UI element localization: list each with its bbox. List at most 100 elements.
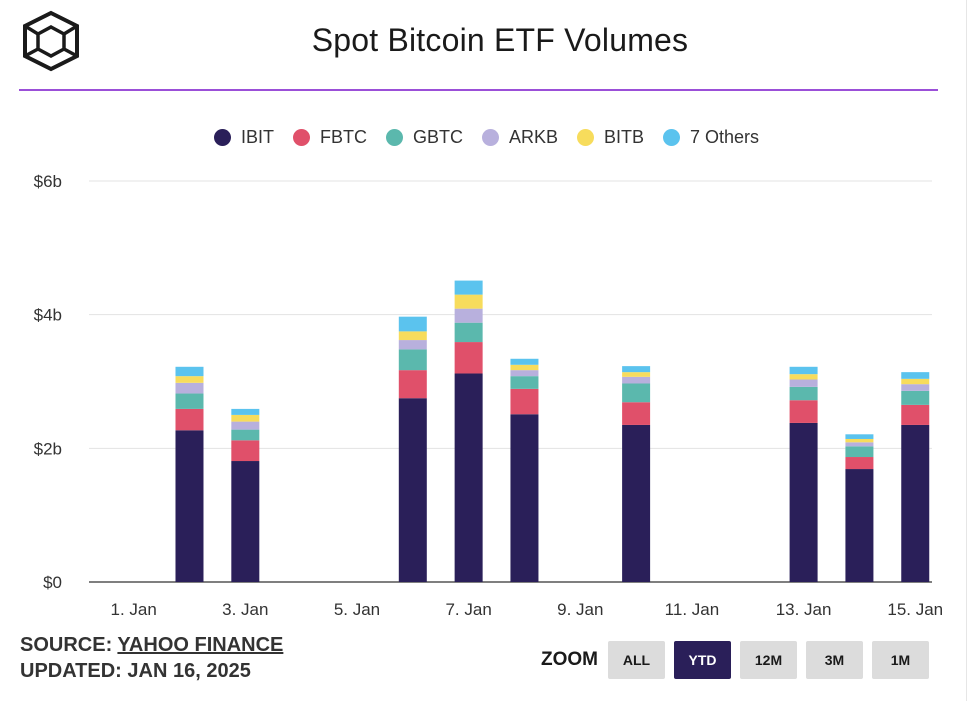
bar-segment-gbtc[interactable]: 15. Jan GBTC: $0.21b bbox=[901, 390, 930, 405]
zoom-1m-button[interactable]: 1M bbox=[872, 641, 929, 679]
bar-segment-arkb[interactable]: 14. Jan ARKB: $0.06b bbox=[845, 442, 874, 447]
bar-segment-gbtc[interactable]: 6. Jan GBTC: $0.31b bbox=[398, 349, 427, 371]
legend-label: 7 Others bbox=[690, 127, 760, 147]
zoom-label: ZOOM bbox=[541, 649, 598, 670]
bar-segment-7-others[interactable]: 8. Jan 7 Others: $0.09b bbox=[510, 358, 539, 365]
legend-item-others[interactable]: 7 Others bbox=[663, 127, 759, 148]
bar-segment-arkb[interactable]: 7. Jan ARKB: $0.21b bbox=[454, 308, 483, 323]
bar-segment-arkb[interactable]: 8. Jan ARKB: $0.09b bbox=[510, 370, 539, 377]
legend-dot-icon bbox=[213, 129, 231, 146]
zoom-all-button[interactable]: ALL bbox=[608, 641, 665, 679]
x-tick-label: 1. Jan bbox=[111, 600, 157, 619]
brand-logo-icon bbox=[23, 10, 79, 72]
bar-segment-gbtc[interactable]: 13. Jan GBTC: $0.2b bbox=[789, 386, 818, 401]
bar-segment-gbtc[interactable]: 3. Jan GBTC: $0.16b bbox=[231, 429, 260, 441]
chart-legend: IBIT FBTC GBTC ARKB BITB 7 Others bbox=[0, 127, 972, 148]
bar-segment-gbtc[interactable]: 14. Jan GBTC: $0.16b bbox=[845, 446, 874, 458]
bar-segment-bitb[interactable]: 13. Jan BITB: $0.08b bbox=[789, 374, 818, 380]
legend-label: ARKB bbox=[508, 127, 558, 147]
bar-segment-7-others[interactable]: 2. Jan 7 Others: $0.14b bbox=[175, 366, 204, 377]
legend-item-gbtc[interactable]: GBTC bbox=[385, 127, 463, 148]
bar-segment-fbtc[interactable]: 13. Jan FBTC: $0.34b bbox=[789, 400, 818, 423]
bar-segment-bitb[interactable]: 7. Jan BITB: $0.21b bbox=[454, 294, 483, 309]
bar-segment-fbtc[interactable]: 6. Jan FBTC: $0.42b bbox=[398, 370, 427, 399]
bar-segment-fbtc[interactable]: 15. Jan FBTC: $0.3b bbox=[901, 404, 930, 425]
source-line: SOURCE: YAHOO FINANCE bbox=[20, 632, 283, 658]
chart-title: Spot Bitcoin ETF Volumes bbox=[311, 22, 689, 58]
updated-line: UPDATED: JAN 16, 2025 bbox=[20, 660, 251, 682]
chart-footer: SOURCE: YAHOO FINANCE UPDATED: JAN 16, 2… bbox=[20, 632, 283, 684]
bar-segment-ibit[interactable]: 2. Jan IBIT: $2.27b bbox=[175, 430, 204, 582]
source-link[interactable]: YAHOO FINANCE bbox=[117, 634, 284, 656]
bar-segment-ibit[interactable]: 8. Jan IBIT: $2.51b bbox=[510, 414, 539, 582]
x-tick-label: 3. Jan bbox=[222, 600, 268, 619]
bar-segment-7-others[interactable]: 3. Jan 7 Others: $0.09b bbox=[231, 408, 260, 415]
legend-label: BITB bbox=[604, 127, 645, 147]
y-tick-label: $4b bbox=[34, 306, 62, 325]
bar-segment-ibit[interactable]: 3. Jan IBIT: $1.81b bbox=[231, 461, 260, 582]
bar-segment-bitb[interactable]: 10. Jan BITB: $0.07b bbox=[622, 372, 651, 377]
bar-segment-7-others[interactable]: 14. Jan 7 Others: $0.07b bbox=[845, 434, 874, 439]
bar-segment-ibit[interactable]: 13. Jan IBIT: $2.38b bbox=[789, 422, 818, 582]
legend-label: GBTC bbox=[412, 127, 463, 147]
legend-label: IBIT bbox=[240, 127, 274, 147]
x-tick-label: 11. Jan bbox=[665, 600, 720, 619]
bar-segment-bitb[interactable]: 8. Jan BITB: $0.08b bbox=[510, 364, 539, 371]
bar-segment-arkb[interactable]: 2. Jan ARKB: $0.16b bbox=[175, 382, 204, 394]
legend-label: FBTC bbox=[319, 127, 367, 147]
legend-dot-icon bbox=[577, 129, 594, 146]
legend-dot-icon bbox=[481, 129, 499, 146]
bar-segment-bitb[interactable]: 6. Jan BITB: $0.13b bbox=[398, 331, 427, 341]
bar-segment-arkb[interactable]: 3. Jan ARKB: $0.12b bbox=[231, 421, 260, 430]
legend-item-ibit[interactable]: IBIT bbox=[213, 127, 274, 148]
frame-border bbox=[966, 0, 967, 701]
bar-segment-7-others[interactable]: 15. Jan 7 Others: $0.1b bbox=[901, 372, 930, 379]
y-tick-label: $2b bbox=[34, 439, 62, 458]
bar-segment-fbtc[interactable]: 14. Jan FBTC: $0.18b bbox=[845, 457, 874, 470]
bar-segment-arkb[interactable]: 15. Jan ARKB: $0.1b bbox=[901, 384, 930, 391]
bar-segment-ibit[interactable]: 7. Jan IBIT: $3.12b bbox=[454, 373, 483, 582]
legend-dot-icon bbox=[385, 129, 403, 146]
bar-segment-7-others[interactable]: 6. Jan 7 Others: $0.22b bbox=[398, 316, 427, 332]
bar-segment-ibit[interactable]: 10. Jan IBIT: $2.35b bbox=[622, 424, 651, 582]
bar-segment-7-others[interactable]: 13. Jan 7 Others: $0.11b bbox=[789, 366, 818, 375]
bar-segment-bitb[interactable]: 14. Jan BITB: $0.05b bbox=[845, 438, 874, 443]
bar-segment-arkb[interactable]: 6. Jan ARKB: $0.14b bbox=[398, 340, 427, 350]
bar-segment-arkb[interactable]: 13. Jan ARKB: $0.11b bbox=[789, 379, 818, 387]
bar-segment-arkb[interactable]: 10. Jan ARKB: $0.1b bbox=[622, 376, 651, 384]
bar-segment-bitb[interactable]: 3. Jan BITB: $0.1b bbox=[231, 414, 260, 422]
bar-segment-gbtc[interactable]: 2. Jan GBTC: $0.23b bbox=[175, 393, 204, 409]
x-tick-label: 5. Jan bbox=[334, 600, 380, 619]
bar-segment-gbtc[interactable]: 10. Jan GBTC: $0.28b bbox=[622, 383, 651, 403]
bar-segment-7-others[interactable]: 10. Jan 7 Others: $0.09b bbox=[622, 366, 651, 373]
stacked-bar-chart: $0 $2b $4b $6b 1. Jan 3. Jan 5. Jan 7. Jan 9. Ja… bbox=[34, 172, 944, 619]
bar-segment-fbtc[interactable]: 10. Jan FBTC: $0.34b bbox=[622, 402, 651, 425]
legend-item-fbtc[interactable]: FBTC bbox=[292, 127, 367, 148]
x-tick-label: 7. Jan bbox=[445, 600, 491, 619]
x-tick-label: 9. Jan bbox=[557, 600, 603, 619]
bar-segment-ibit[interactable]: 6. Jan IBIT: $2.75b bbox=[398, 398, 427, 582]
zoom-12m-button[interactable]: 12M bbox=[740, 641, 797, 679]
legend-dot-icon bbox=[663, 129, 681, 146]
legend-item-arkb[interactable]: ARKB bbox=[481, 127, 558, 148]
title-divider bbox=[19, 89, 938, 91]
zoom-ytd-button[interactable]: YTD bbox=[674, 641, 731, 679]
bar-segment-ibit[interactable]: 15. Jan IBIT: $2.35b bbox=[901, 424, 930, 582]
x-tick-label: 15. Jan bbox=[887, 600, 943, 619]
zoom-controls: ZOOM ALL YTD 12M 3M 1M bbox=[541, 641, 938, 679]
y-tick-label: $6b bbox=[34, 172, 62, 191]
bar-segment-bitb[interactable]: 15. Jan BITB: $0.08b bbox=[901, 378, 930, 385]
source-prefix: SOURCE: bbox=[20, 634, 118, 656]
legend-item-bitb[interactable]: BITB bbox=[577, 127, 644, 148]
bar-segment-fbtc[interactable]: 8. Jan FBTC: $0.38b bbox=[510, 388, 539, 415]
bar-segment-bitb[interactable]: 2. Jan BITB: $0.1b bbox=[175, 376, 204, 383]
y-tick-label: $0 bbox=[43, 573, 62, 592]
bar-segment-fbtc[interactable]: 7. Jan FBTC: $0.47b bbox=[454, 342, 483, 374]
bar-segment-gbtc[interactable]: 7. Jan GBTC: $0.29b bbox=[454, 322, 483, 343]
bar-segment-fbtc[interactable]: 2. Jan FBTC: $0.32b bbox=[175, 408, 204, 431]
bar-segment-ibit[interactable]: 14. Jan IBIT: $1.69b bbox=[845, 469, 874, 582]
bar-segment-7-others[interactable]: 7. Jan 7 Others: $0.21b bbox=[454, 280, 483, 295]
zoom-3m-button[interactable]: 3M bbox=[806, 641, 863, 679]
bar-segment-gbtc[interactable]: 8. Jan GBTC: $0.19b bbox=[510, 376, 539, 389]
bar-segment-fbtc[interactable]: 3. Jan FBTC: $0.31b bbox=[231, 440, 260, 462]
